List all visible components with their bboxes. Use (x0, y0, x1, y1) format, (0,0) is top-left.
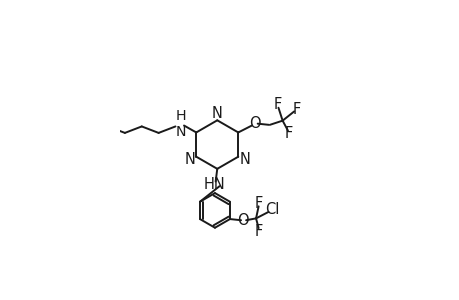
Text: F: F (254, 196, 263, 211)
Text: O: O (249, 116, 260, 131)
Text: F: F (292, 102, 301, 117)
Text: O: O (237, 213, 249, 228)
Text: HN: HN (203, 178, 225, 193)
Text: F: F (284, 126, 292, 141)
Text: F: F (273, 98, 281, 112)
Text: N: N (239, 152, 250, 166)
Text: Cl: Cl (265, 202, 279, 217)
Text: N: N (184, 152, 195, 166)
Text: N: N (212, 106, 222, 121)
Text: H
N: H N (175, 109, 185, 139)
Text: F: F (254, 224, 263, 238)
